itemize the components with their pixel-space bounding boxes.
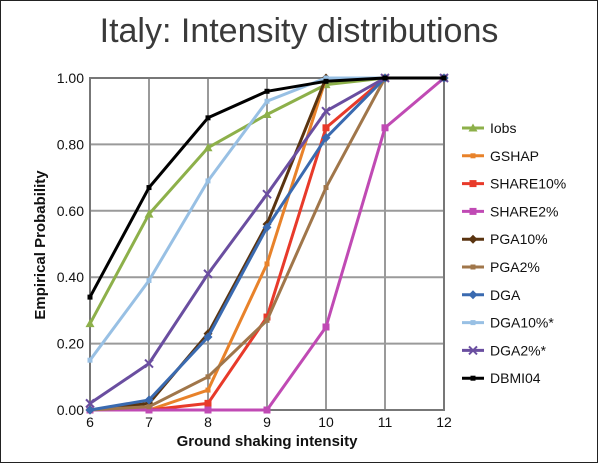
legend-label-dbmi04: DBMI04 — [490, 370, 541, 386]
x-tick-label: 8 — [204, 414, 212, 430]
data-point-iobs — [262, 110, 272, 119]
data-point-pga2 — [146, 404, 152, 410]
data-point-dbmi04 — [323, 78, 329, 84]
y-tick-label: 0.40 — [57, 269, 84, 285]
legend-marker-dga10 — [470, 320, 476, 326]
legend-marker-dbmi04 — [470, 375, 476, 381]
legend-label-pga10: PGA10% — [490, 231, 548, 247]
data-point-share10 — [322, 124, 330, 132]
data-point-dbmi04 — [87, 294, 93, 300]
legend-item-gshap: GSHAP — [462, 148, 539, 164]
legend-label-dga2: DGA2%* — [490, 342, 547, 358]
legend-item-pga10: PGA10% — [462, 231, 548, 247]
data-point-dbmi04 — [146, 185, 152, 191]
chart-title: Italy: Intensity distributions — [100, 12, 499, 50]
x-tick-label: 11 — [378, 414, 393, 430]
x-tick-label: 7 — [145, 414, 153, 430]
legend-item-share10: SHARE10% — [462, 176, 566, 192]
tick-labels: 0.00 0.20 0.40 0.60 0.80 1.00 6 7 8 9 10 11 12 — [57, 70, 452, 430]
y-axis-title: Empirical Probability — [32, 170, 49, 320]
data-point-pga2 — [264, 317, 270, 323]
data-point-dbmi04 — [441, 75, 447, 81]
data-point-share2 — [263, 406, 271, 414]
legend-item-dbmi04: DBMI04 — [462, 370, 541, 386]
data-point-dbmi04 — [264, 88, 270, 94]
data-point-share2 — [322, 323, 330, 331]
legend-item-dga2: DGA2%* — [462, 342, 547, 358]
data-point-pga2 — [323, 185, 329, 191]
data-point-dga — [321, 133, 331, 143]
data-point-dbmi04 — [205, 115, 211, 121]
legend-item-pga2: PGA2% — [462, 259, 540, 275]
legend-marker-pga10 — [468, 234, 478, 244]
data-point-gshap — [264, 261, 270, 267]
legend-label-share2: SHARE2% — [490, 203, 558, 219]
legend-item-share2: SHARE2% — [462, 203, 558, 219]
x-tick-label: 6 — [86, 414, 94, 430]
y-tick-label: 0.60 — [57, 203, 84, 219]
y-tick-label: 0.20 — [57, 336, 84, 352]
legend-marker-share2 — [469, 207, 477, 215]
legend-marker-iobs — [468, 123, 478, 132]
legend-label-pga2: PGA2% — [490, 259, 540, 275]
series-dbmi04 — [87, 75, 447, 300]
legend-label-iobs: Iobs — [490, 120, 516, 136]
data-point-dga — [262, 222, 272, 232]
data-point-gshap — [205, 387, 211, 393]
x-tick-label: 9 — [263, 414, 271, 430]
data-point-dga10 — [205, 178, 211, 184]
legend-marker-share10 — [469, 180, 477, 188]
data-point-dga10 — [323, 75, 329, 81]
data-point-iobs — [203, 143, 213, 152]
data-point-dga — [85, 405, 95, 415]
data-point-iobs — [144, 209, 154, 218]
x-tick-label: 10 — [318, 414, 334, 430]
data-point-dga2 — [203, 269, 213, 279]
data-point-dga2 — [85, 398, 95, 409]
legend-marker-gshap — [470, 153, 476, 159]
y-tick-label: 0.80 — [57, 136, 84, 152]
data-point-dga — [144, 395, 154, 405]
legend-marker-pga2 — [470, 264, 476, 270]
legend-item-iobs: Iobs — [462, 120, 516, 136]
legend-label-dga: DGA — [490, 287, 521, 303]
series-lines — [85, 73, 449, 415]
grid — [89, 77, 445, 411]
legend: Iobs GSHAP SHARE10% SHARE2% PGA10% PGA2% DGA DG… — [462, 120, 566, 386]
legend-item-dga10: DGA10%* — [462, 315, 554, 331]
data-point-dga2 — [321, 106, 331, 116]
data-point-dga10 — [264, 98, 270, 104]
data-point-dga10 — [87, 357, 93, 363]
x-tick-label: 12 — [436, 414, 452, 430]
data-point-iobs — [85, 319, 95, 328]
data-point-dga — [203, 332, 213, 342]
data-point-pga2 — [205, 374, 211, 380]
y-tick-label: 0.00 — [57, 402, 84, 418]
data-point-dga10 — [146, 278, 152, 284]
data-point-share2 — [204, 406, 212, 414]
data-point-share10 — [204, 399, 212, 407]
data-point-dbmi04 — [382, 75, 388, 81]
data-point-dga2 — [262, 189, 272, 199]
legend-item-dga: DGA — [462, 287, 521, 303]
legend-label-share10: SHARE10% — [490, 176, 566, 192]
data-point-share2 — [145, 406, 153, 414]
legend-label-dga10: DGA10%* — [490, 315, 554, 331]
legend-marker-dga2 — [468, 345, 478, 356]
data-point-dga2 — [144, 358, 154, 369]
y-tick-label: 1.00 — [57, 70, 84, 86]
legend-marker-dga — [468, 290, 478, 300]
x-axis-title: Ground shaking intensity — [177, 433, 359, 450]
data-point-share2 — [381, 124, 389, 132]
legend-label-gshap: GSHAP — [490, 148, 539, 164]
